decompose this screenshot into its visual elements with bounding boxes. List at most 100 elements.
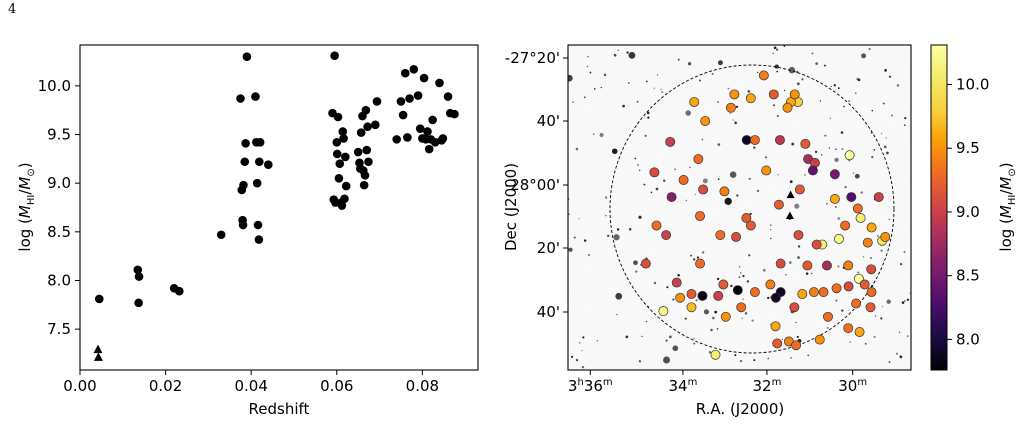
field-star xyxy=(613,234,620,241)
data-point xyxy=(450,109,459,119)
galaxy-point xyxy=(675,292,686,303)
field-star xyxy=(693,337,695,340)
field-star xyxy=(615,292,623,300)
field-star xyxy=(767,357,770,360)
field-star xyxy=(751,319,754,322)
field-star xyxy=(814,150,818,154)
field-star xyxy=(801,78,804,81)
field-star xyxy=(890,114,893,117)
field-star xyxy=(903,300,906,302)
data-point xyxy=(174,286,184,296)
galaxy-triangle xyxy=(785,211,794,220)
data-point xyxy=(240,157,250,167)
field-star xyxy=(777,174,779,176)
field-star xyxy=(837,87,840,90)
field-star xyxy=(622,104,625,108)
field-star xyxy=(896,84,900,87)
galaxy-point xyxy=(866,222,877,233)
field-star xyxy=(769,229,772,231)
field-star xyxy=(581,350,583,352)
field-star xyxy=(646,80,648,83)
field-star xyxy=(848,100,851,102)
field-star xyxy=(653,281,657,285)
field-star xyxy=(628,51,636,59)
galaxy-point xyxy=(686,302,697,313)
field-star xyxy=(843,105,845,108)
field-star xyxy=(775,48,779,51)
field-star xyxy=(852,172,855,174)
field-star xyxy=(753,359,756,362)
field-star xyxy=(844,185,847,189)
field-star xyxy=(717,178,720,180)
field-star xyxy=(762,268,766,272)
field-star xyxy=(871,155,874,159)
right-y-tick-label: 40' xyxy=(537,112,560,130)
galaxy-point xyxy=(719,186,730,197)
galaxy-point xyxy=(800,138,811,149)
left-y-tick-label: 7.5 xyxy=(47,320,71,338)
galaxy-point xyxy=(782,102,793,113)
galaxy-point xyxy=(802,260,813,271)
galaxy-point xyxy=(843,281,854,292)
left-x-tick-label: 0.06 xyxy=(320,377,353,395)
field-boundary-circle xyxy=(609,64,895,354)
data-point xyxy=(419,73,429,83)
field-star xyxy=(738,276,741,279)
galaxy-point xyxy=(671,277,682,288)
galaxy-point xyxy=(729,89,740,100)
colorbar-ticks: 8.0 8.5 9.0 9.5 10.0 xyxy=(947,76,989,348)
field-star xyxy=(885,137,888,139)
galaxy-point xyxy=(789,89,800,100)
field-star xyxy=(613,53,617,57)
field-star xyxy=(857,271,860,274)
field-star xyxy=(633,260,638,266)
galaxy-point xyxy=(720,311,731,322)
field-star xyxy=(645,320,648,323)
field-star xyxy=(586,65,589,68)
galaxy-point xyxy=(829,169,840,180)
galaxy-point xyxy=(665,136,676,147)
field-star xyxy=(776,115,779,117)
field-star xyxy=(698,79,701,82)
data-point xyxy=(396,97,406,106)
field-star xyxy=(739,360,743,363)
field-star xyxy=(870,257,872,259)
field-star xyxy=(783,89,786,91)
field-star xyxy=(888,361,891,364)
field-star xyxy=(882,102,885,105)
field-star xyxy=(701,251,705,254)
galaxy-point xyxy=(732,285,743,296)
field-star xyxy=(790,356,792,359)
left-y-tick-label: 8.5 xyxy=(47,223,71,241)
galaxy-triangle xyxy=(786,190,795,199)
colorbar-tick-label: 9.5 xyxy=(956,139,980,157)
galaxy-point xyxy=(658,306,669,317)
galaxy-point xyxy=(761,165,772,176)
field-star xyxy=(873,148,876,151)
field-star xyxy=(603,73,607,77)
colorbar-label: log (MHI/M⊙) xyxy=(997,162,1018,251)
field-star xyxy=(789,261,792,264)
field-star xyxy=(666,286,669,289)
field-star xyxy=(626,51,629,54)
field-star xyxy=(830,85,832,88)
galaxy-point xyxy=(834,233,844,244)
galaxy-point xyxy=(865,302,876,313)
right-y-tick-label: 40' xyxy=(537,303,560,321)
field-star xyxy=(795,321,797,324)
field-star xyxy=(871,109,874,112)
field-star xyxy=(625,335,629,339)
colorbar-tick-label: 10.0 xyxy=(956,76,989,94)
galaxy-point xyxy=(772,338,783,349)
data-point xyxy=(241,138,250,148)
field-star xyxy=(575,358,579,362)
field-star xyxy=(672,345,679,352)
field-star xyxy=(684,317,687,320)
left-y-tick-label: 9.0 xyxy=(47,174,71,192)
data-point xyxy=(134,298,143,308)
field-star xyxy=(690,254,693,257)
field-star xyxy=(770,224,772,226)
field-star xyxy=(634,157,637,160)
field-star xyxy=(756,71,759,74)
